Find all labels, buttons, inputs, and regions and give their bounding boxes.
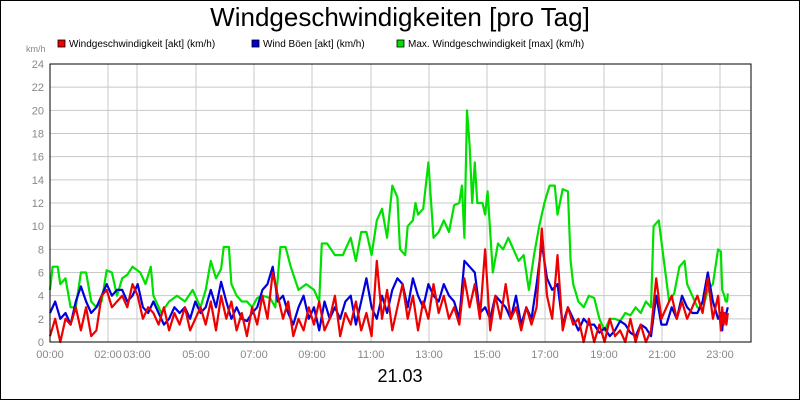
legend-swatch [396,39,405,48]
legend-swatch [251,39,260,48]
y-tick-label: 22 [32,82,44,94]
x-tick-label: 23:00 [706,349,734,361]
y-tick-label: 20 [32,105,44,117]
y-tick-label: 0 [38,337,44,349]
plot-frame [49,63,752,343]
x-tick-label: 21:00 [648,349,676,361]
x-tick-label: 15:00 [473,349,501,361]
y-tick-label: 2 [38,314,44,326]
legend-label: Max. Windgeschwindigkeit [max] (km/h) [408,39,584,50]
legend-label: Windgeschwindigkeit [akt] (km/h) [69,39,215,50]
y-tick-label: 12 [32,198,44,210]
x-tick-label: 09:00 [298,349,326,361]
chart-title: Windgeschwindigkeiten [pro Tag] [210,2,590,32]
y-tick-label: 6 [38,268,44,280]
legend-swatch [57,39,66,48]
y-tick-label: 14 [32,175,44,187]
y-unit-label: km/h [26,44,46,54]
x-tick-label: 05:00 [182,349,210,361]
x-tick-label: 13:00 [415,349,443,361]
x-axis-caption: 21.03 [377,366,423,386]
series-line [48,227,729,344]
y-tick-label: 16 [32,152,44,164]
y-tick-label: 8 [38,244,44,256]
x-tick-label: 17:00 [531,349,559,361]
series-line [48,109,729,332]
y-tick-label: 10 [32,221,44,233]
x-tick-label: 02:00 [94,349,122,361]
x-tick-label: 19:00 [590,349,618,361]
legend-label: Wind Böen [akt] (km/h) [263,39,365,50]
x-tick-label: 07:00 [240,349,268,361]
x-tick-label: 03:00 [123,349,151,361]
y-tick-label: 4 [38,291,44,303]
y-tick-label: 24 [32,59,44,71]
y-tick-label: 18 [32,129,44,141]
x-tick-label: 00:00 [36,349,64,361]
x-tick-label: 11:00 [358,349,385,361]
